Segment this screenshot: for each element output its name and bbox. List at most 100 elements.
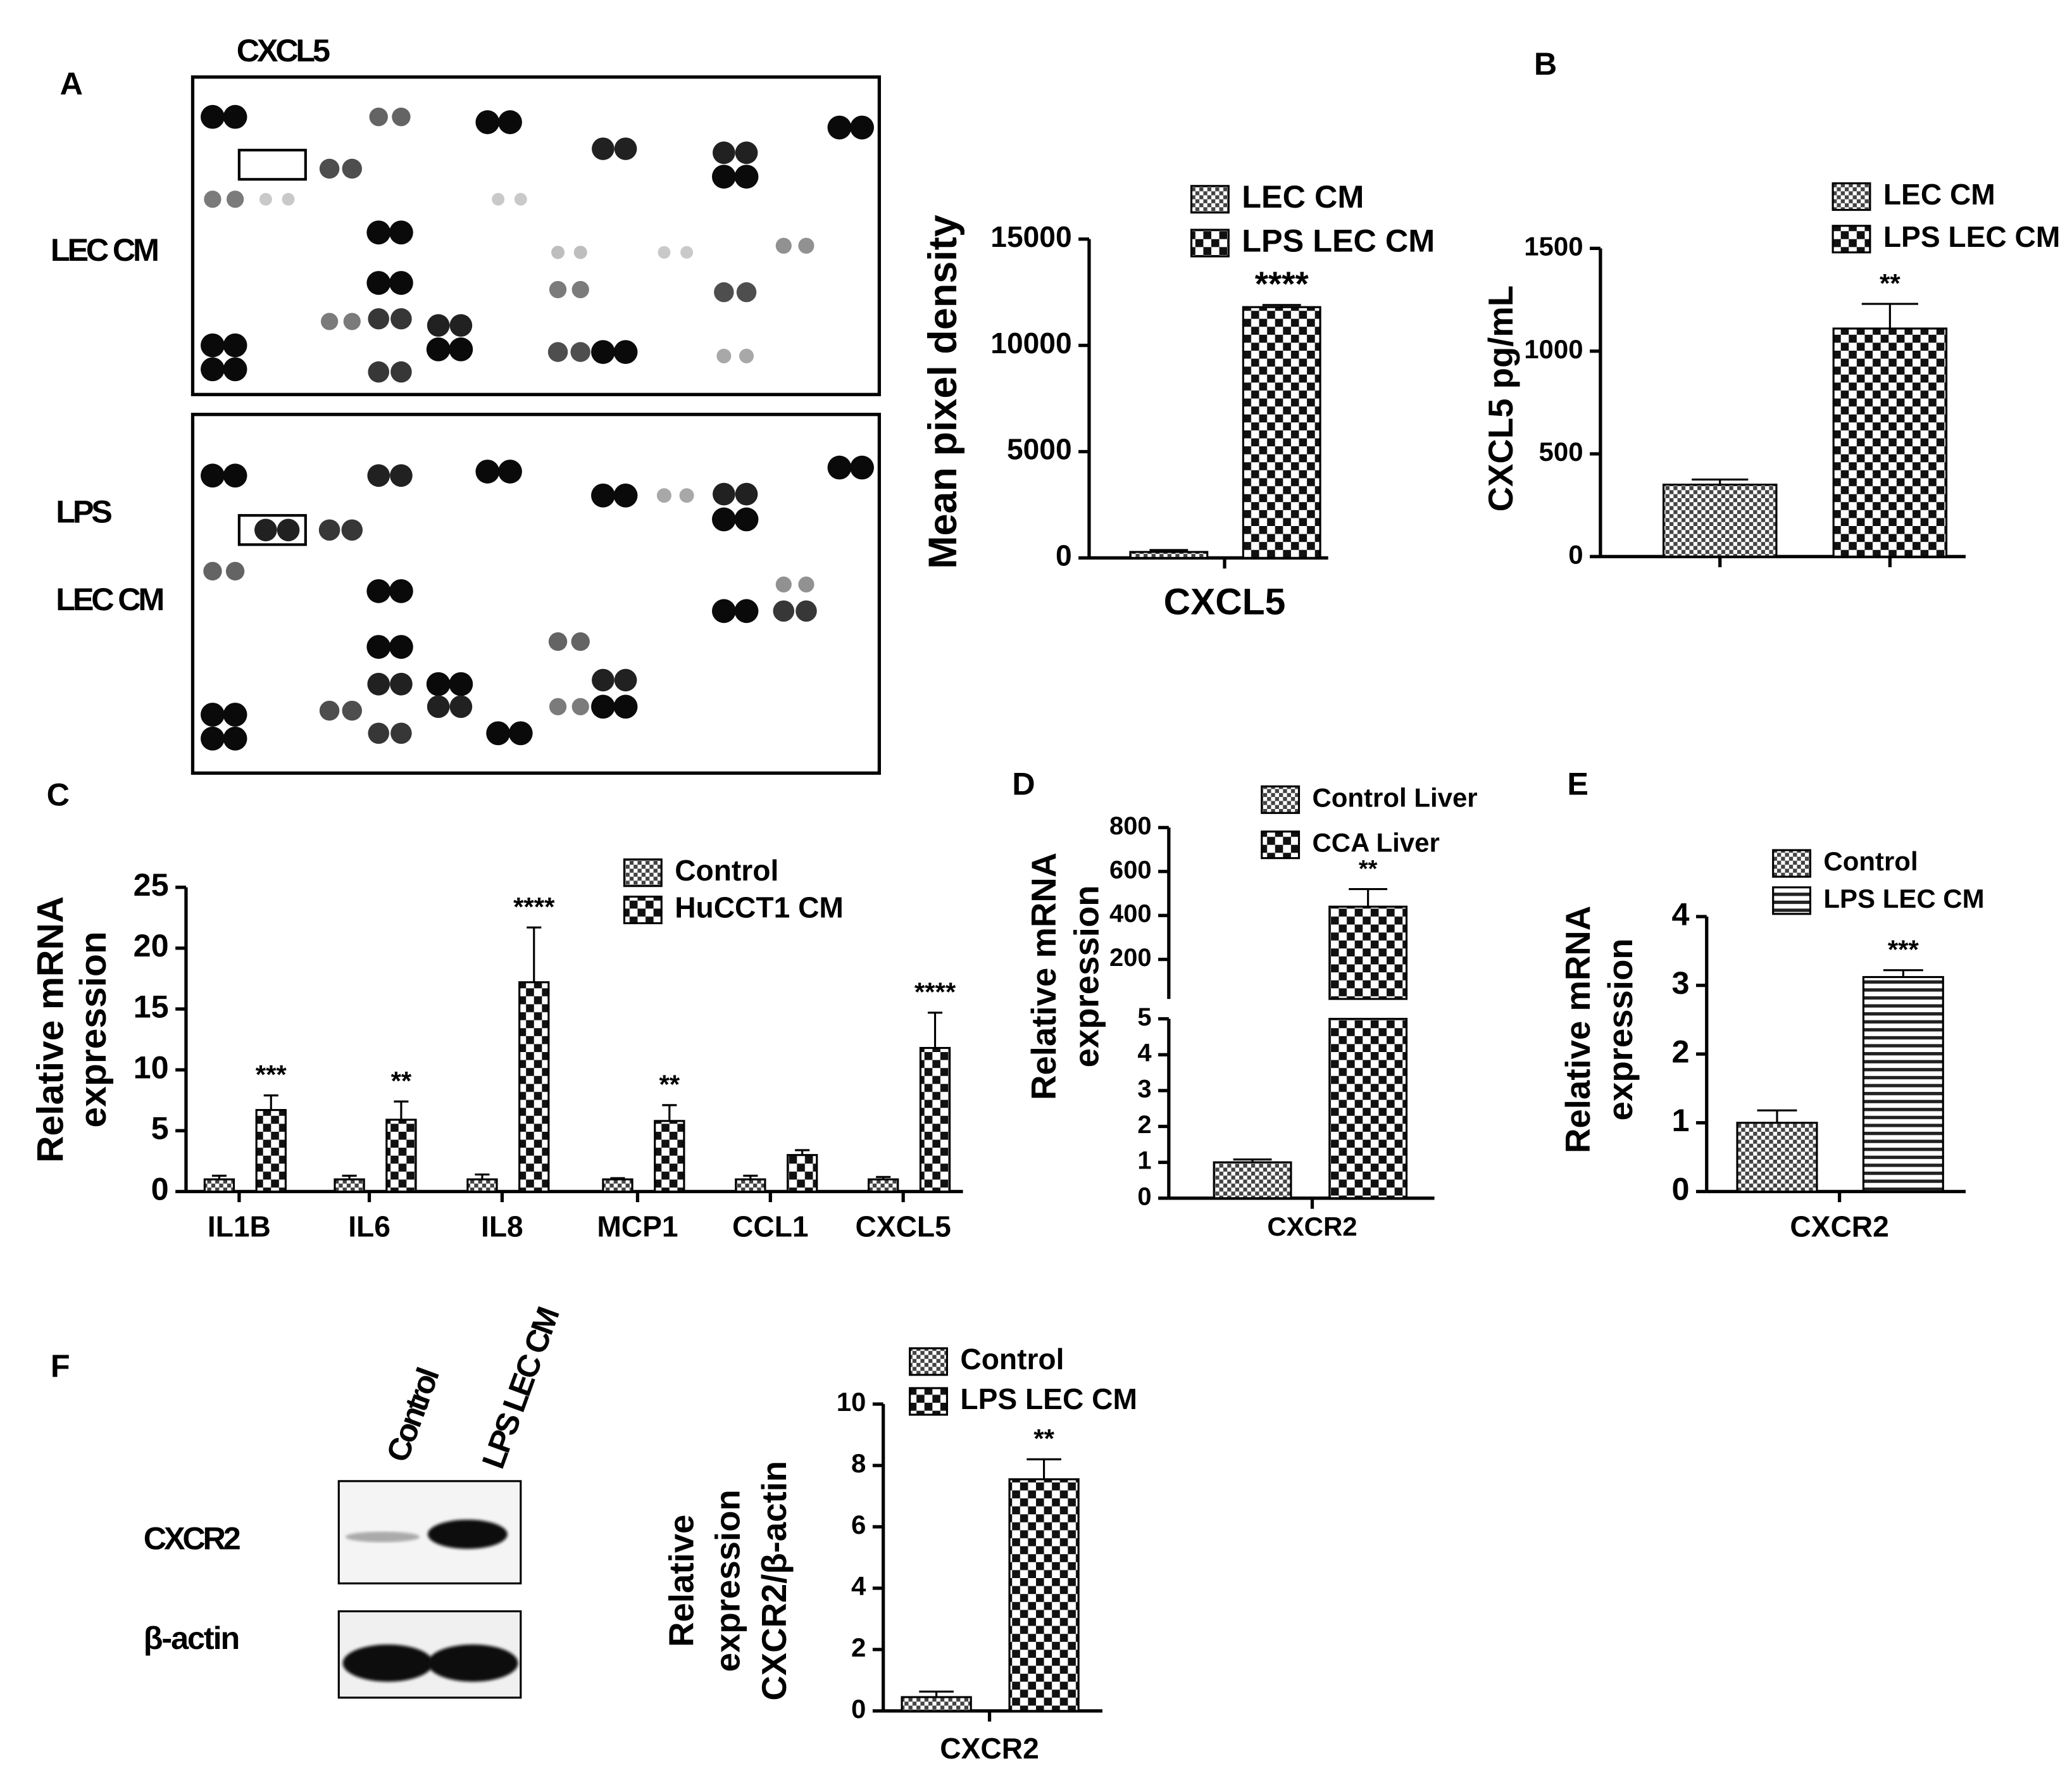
- legend-label: LPS LEC CM: [960, 1382, 1137, 1415]
- legend-swatch: [623, 858, 663, 887]
- legend-label: LPS LEC CM: [1242, 222, 1435, 258]
- y-tick-label: 25: [134, 867, 169, 903]
- bar: [1213, 1161, 1292, 1200]
- array-dot: [514, 192, 527, 206]
- bar: [1862, 975, 1944, 1193]
- array-dot: [475, 460, 500, 484]
- array-dots: [201, 104, 874, 751]
- array-dot: [508, 721, 533, 746]
- bar: [1328, 905, 1408, 1000]
- array-dot: [739, 348, 754, 363]
- error-bar: [1861, 303, 1918, 329]
- array-dot: [390, 672, 413, 696]
- panel-label: A: [60, 66, 83, 102]
- array-dot: [773, 600, 795, 622]
- legend-swatch: [909, 1347, 948, 1376]
- y-tick-label: 600: [1109, 856, 1152, 884]
- array-dot: [368, 308, 390, 330]
- array-dot: [427, 314, 450, 337]
- array-dot: [389, 579, 413, 603]
- y-tick-label: 4: [851, 1571, 866, 1601]
- array-dot: [736, 282, 757, 303]
- array-dot: [711, 165, 736, 189]
- array-dot: [658, 246, 671, 259]
- array-dot: [201, 104, 225, 129]
- bar: [868, 1178, 899, 1193]
- array-dot: [775, 237, 792, 254]
- row-label: β-actin: [144, 1620, 239, 1656]
- error-bar: [394, 1100, 409, 1120]
- array-dot: [366, 271, 391, 295]
- array-dot: [320, 313, 339, 330]
- array-dot: [571, 280, 589, 299]
- array-dot: [827, 455, 852, 480]
- panel-label: F: [51, 1348, 70, 1384]
- array-dot: [492, 192, 505, 206]
- significance: ***: [1888, 934, 1919, 964]
- legend-label: LPS LEC CM: [1823, 884, 1984, 913]
- array-dot: [201, 703, 225, 727]
- panel-label: E: [1567, 766, 1588, 802]
- x-tick-label: IL6: [348, 1210, 390, 1243]
- array-dot: [551, 246, 565, 260]
- row-label: CXCR2: [144, 1520, 240, 1557]
- array-dot: [571, 698, 589, 716]
- legend-swatch: [1261, 785, 1301, 814]
- y-tick-label: 20: [134, 927, 169, 963]
- array-dot: [449, 672, 473, 696]
- array-dot: [223, 104, 247, 129]
- legend-swatch: [1190, 229, 1230, 258]
- x-tick-label: MCP1: [597, 1210, 678, 1243]
- array-dot: [389, 220, 413, 245]
- error-bar: [1233, 1158, 1272, 1163]
- error-bar: [743, 1174, 758, 1180]
- legend-swatch: [1190, 185, 1230, 214]
- y-tick-label: 8: [851, 1448, 866, 1478]
- array-dot: [711, 507, 736, 532]
- array-dot: [734, 599, 759, 624]
- array-dot: [475, 110, 500, 134]
- error-bar: [1349, 887, 1388, 907]
- significance: **: [391, 1066, 412, 1096]
- array-dot: [319, 158, 340, 179]
- array-dot: [714, 282, 734, 303]
- array-dot: [254, 518, 277, 542]
- array-dot: [342, 700, 363, 721]
- array-dot: [592, 137, 615, 160]
- array-dot: [201, 726, 225, 751]
- array-dot: [734, 165, 759, 189]
- array-dot: [591, 694, 615, 719]
- array-dot: [201, 333, 225, 358]
- array-dot: [549, 280, 567, 299]
- array-dot: [570, 342, 590, 362]
- array-dot: [498, 460, 522, 484]
- x-tick-label: IL1B: [208, 1210, 271, 1243]
- y-tick-label: 15000: [990, 220, 1071, 253]
- array-dot: [735, 482, 758, 506]
- bar: [1736, 1122, 1818, 1193]
- array-dot: [204, 191, 222, 208]
- array-dot: [342, 158, 363, 179]
- array-dot: [591, 340, 615, 364]
- y-tick-label: 4: [1671, 896, 1689, 932]
- y-tick-label: 10: [134, 1049, 169, 1085]
- panel-label: C: [47, 776, 70, 812]
- array-dot: [798, 576, 814, 592]
- bar: [654, 1120, 685, 1193]
- error-bar: [1027, 1458, 1061, 1479]
- legend-swatch: [1832, 182, 1871, 211]
- error-bar: [527, 926, 542, 982]
- error-bar: [263, 1094, 278, 1110]
- x-tick-label: CXCL5: [855, 1210, 951, 1243]
- array-dot: [711, 599, 736, 624]
- legend-swatch: [1772, 886, 1812, 915]
- legend-swatch: [1261, 830, 1301, 860]
- bar: [1129, 551, 1209, 559]
- array-dot: [223, 357, 247, 382]
- y-tick-label: 4: [1137, 1039, 1151, 1067]
- array-dot: [735, 141, 758, 165]
- significance: **: [1880, 268, 1900, 298]
- array-dot: [734, 507, 759, 532]
- y-tick-label: 2: [851, 1633, 866, 1662]
